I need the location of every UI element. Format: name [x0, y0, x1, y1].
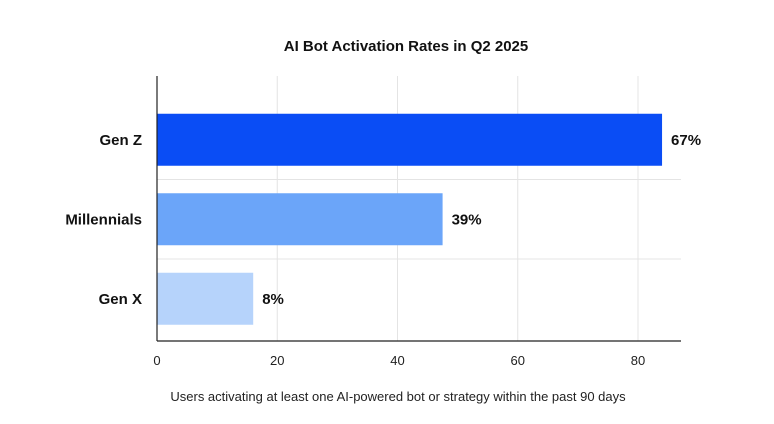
- bar-gen-z: [157, 113, 663, 166]
- x-tick-label: 0: [153, 353, 160, 368]
- data-label: 39%: [452, 211, 482, 228]
- x-tick-label: 80: [631, 353, 645, 368]
- y-tick-label: Gen X: [99, 291, 142, 308]
- data-label: 8%: [262, 291, 284, 308]
- labels: 0 20 40 60 80 Gen Z 67% Millennials 39% Gen X 8%: [65, 132, 701, 368]
- x-tick-label: 40: [390, 353, 404, 368]
- x-tick-label: 20: [270, 353, 284, 368]
- y-tick-label: Gen Z: [99, 132, 142, 149]
- bar-gen-x: [157, 272, 254, 325]
- x-axis-label: Users activating at least one AI-powered…: [170, 389, 626, 404]
- data-label: 67%: [671, 132, 701, 149]
- axes: [156, 76, 681, 342]
- y-tick-label: Millennials: [65, 211, 142, 228]
- bar-millennials: [157, 193, 443, 246]
- x-tick-label: 60: [511, 353, 525, 368]
- bars: [157, 113, 663, 325]
- chart-title: AI Bot Activation Rates in Q2 2025: [284, 38, 529, 55]
